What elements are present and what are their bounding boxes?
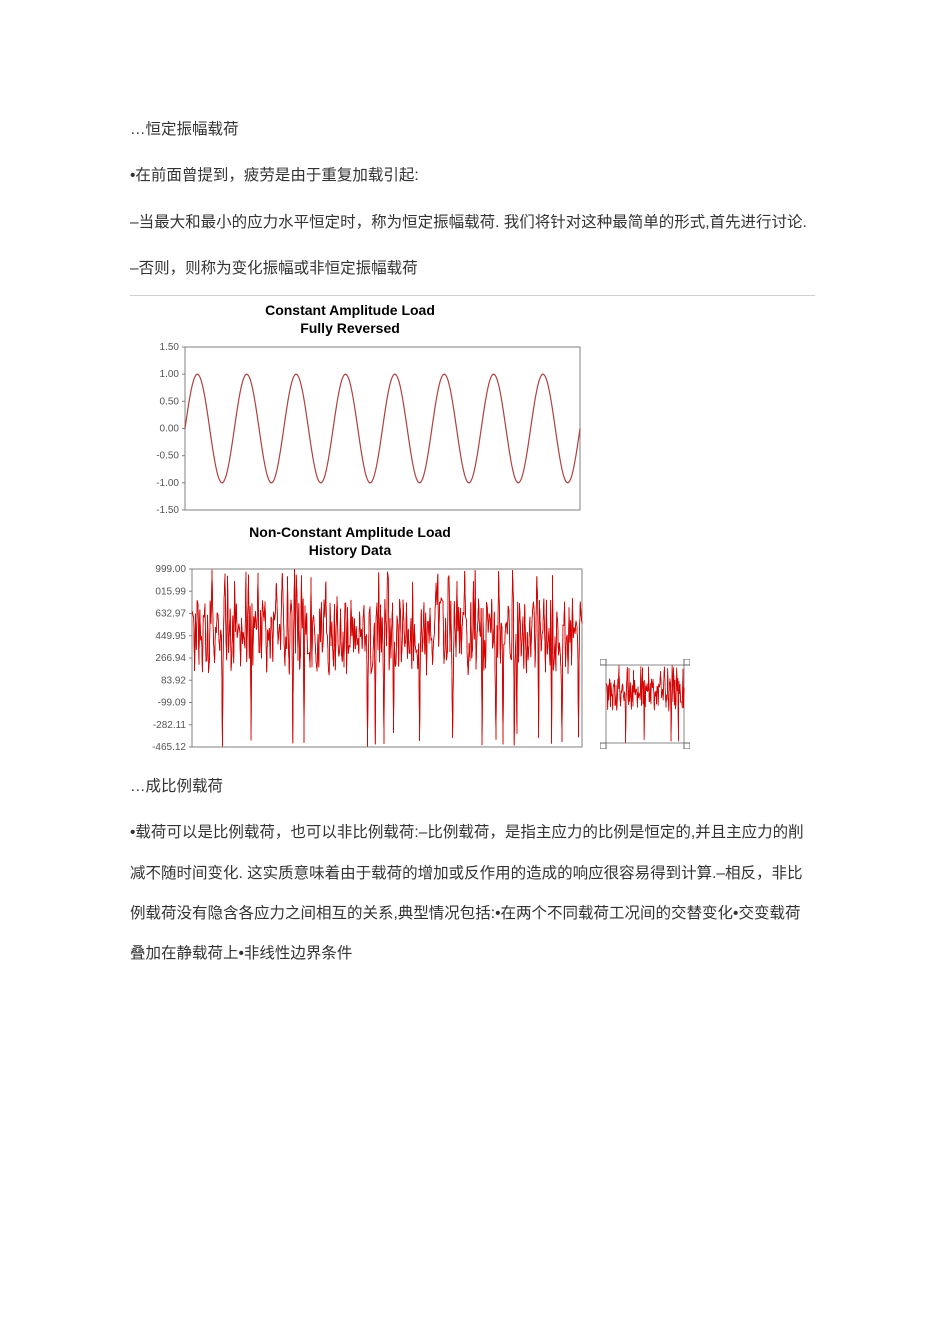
svg-text:-0.50: -0.50 xyxy=(156,451,179,462)
svg-text:449.95: 449.95 xyxy=(155,631,186,642)
document-page: …恒定振幅载荷 •在前面曾提到，疲劳是由于重复加载引起: –当最大和最小的应力水… xyxy=(0,0,945,1041)
svg-text:-99.09: -99.09 xyxy=(158,698,187,709)
svg-text:83.92: 83.92 xyxy=(161,675,186,686)
svg-text:632.97: 632.97 xyxy=(155,609,186,620)
constant-amplitude-chart: Constant Amplitude Load Fully Reversed 1… xyxy=(130,302,815,516)
svg-text:-465.12: -465.12 xyxy=(152,742,186,753)
svg-text:1.00: 1.00 xyxy=(160,369,180,380)
divider xyxy=(130,295,815,296)
svg-text:015.99: 015.99 xyxy=(155,586,186,597)
svg-text:266.94: 266.94 xyxy=(155,653,186,664)
svg-text:0.00: 0.00 xyxy=(160,424,180,435)
paragraph: •载荷可以是比例载荷，也可以非比例载荷:–比例载荷，是指主应力的比例是恒定的,并… xyxy=(130,813,815,974)
non-constant-amplitude-chart: Non-Constant Amplitude Load History Data… xyxy=(130,524,815,753)
chart-title-line2: History Data xyxy=(309,542,391,558)
chart-title: Constant Amplitude Load Fully Reversed xyxy=(130,302,570,337)
chart-title-line1: Constant Amplitude Load xyxy=(265,302,435,318)
chart-title: Non-Constant Amplitude Load History Data xyxy=(130,524,570,559)
chart2-plot: 999.00 015.99 632.97 449.95 266.94 83.92 -99.0… xyxy=(130,563,590,753)
svg-text:-1.00: -1.00 xyxy=(156,478,179,489)
chart1-plot: 1.50 1.00 0.50 0.00 -0.50 -1.00 -1.50 xyxy=(130,341,590,516)
paragraph: –否则，则称为变化振幅或非恒定振幅载荷 xyxy=(130,249,815,289)
chart2-thumbnail xyxy=(600,659,690,749)
svg-text:1.50: 1.50 xyxy=(160,342,180,353)
svg-text:-1.50: -1.50 xyxy=(156,505,179,516)
svg-text:0.50: 0.50 xyxy=(160,397,180,408)
svg-text:-282.11: -282.11 xyxy=(153,720,187,731)
svg-text:999.00: 999.00 xyxy=(155,564,186,575)
paragraph: –当最大和最小的应力水平恒定时，称为恒定振幅载荷. 我们将针对这种最简单的形式,… xyxy=(130,203,815,243)
paragraph: …恒定振幅载荷 xyxy=(130,110,815,150)
chart-title-line1: Non-Constant Amplitude Load xyxy=(249,524,451,540)
paragraph: …成比例载荷 xyxy=(130,767,815,807)
paragraph: •在前面曾提到，疲劳是由于重复加载引起: xyxy=(130,156,815,196)
chart-title-line2: Fully Reversed xyxy=(300,320,400,336)
